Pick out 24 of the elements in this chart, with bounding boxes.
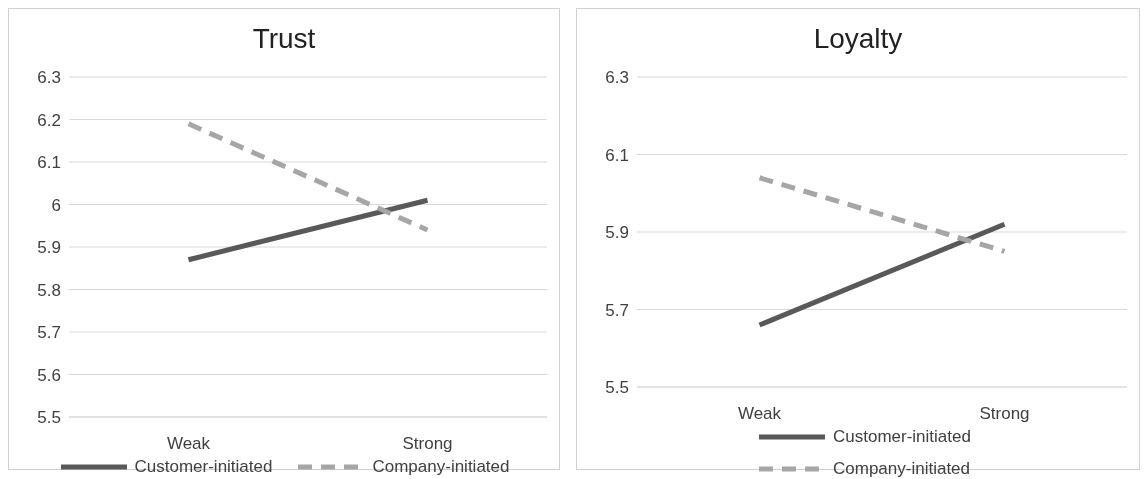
y-tick-label: 6 [51,195,61,215]
x-tick-label: Weak [737,404,782,424]
y-tick-label: 5.7 [605,300,629,320]
y-tick-label: 6.1 [37,153,61,173]
y-tick-label: 6.3 [37,68,61,88]
y-tick-label: 5.5 [37,408,61,428]
y-tick-label: 5.8 [37,280,61,300]
y-tick-label: 5.9 [605,223,629,243]
y-tick-label: 5.9 [37,238,61,258]
x-tick-label: Strong [979,404,1030,424]
y-tick-label: 6.1 [605,145,629,165]
y-tick-label: 5.6 [37,365,61,385]
y-tick-label: 6.3 [605,68,629,88]
y-tick-label: 6.2 [37,110,61,130]
y-tick-label: 5.5 [605,378,629,398]
x-tick-label: Strong [402,434,453,454]
chart-title: Loyalty [812,22,904,56]
x-tick-label: Weak [166,434,211,454]
y-tick-label: 5.7 [37,323,61,343]
chart-title: Trust [251,22,317,56]
legend-label: Company-initiated [833,459,971,479]
legend-label: Company-initiated [372,457,510,477]
legend-label: Customer-initiated [134,457,273,477]
legend-label: Customer-initiated [833,427,971,447]
